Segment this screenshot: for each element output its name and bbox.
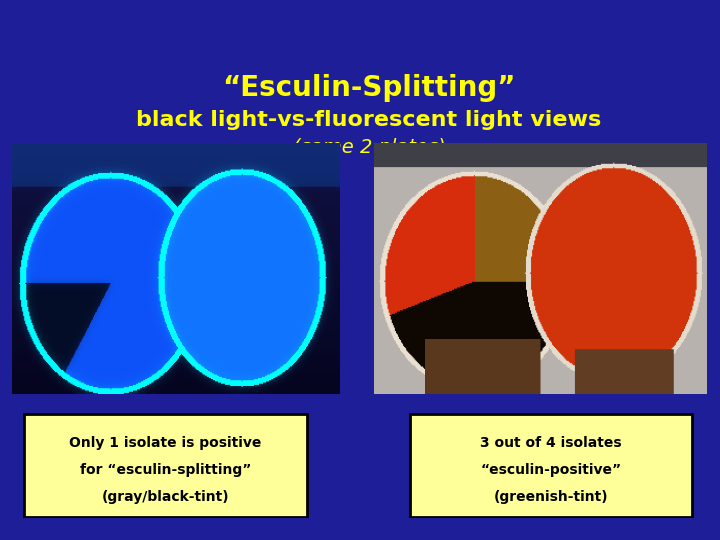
Text: (gray/black-tint): (gray/black-tint)	[102, 490, 230, 504]
Text: “esculin-positive”: “esculin-positive”	[480, 463, 621, 477]
Text: (same 2 plates): (same 2 plates)	[292, 138, 446, 158]
Text: 3 out of 4 isolates: 3 out of 4 isolates	[480, 436, 621, 450]
Text: (greenish-tint): (greenish-tint)	[493, 490, 608, 504]
Text: standard lighting: standard lighting	[414, 166, 575, 184]
Text: black light-vs-fluorescent light views: black light-vs-fluorescent light views	[136, 110, 602, 130]
Text: Only 1 isolate is positive: Only 1 isolate is positive	[69, 436, 262, 450]
FancyBboxPatch shape	[24, 414, 307, 517]
Text: black light: black light	[125, 166, 222, 184]
Text: for “esculin-splitting”: for “esculin-splitting”	[80, 463, 251, 477]
FancyBboxPatch shape	[410, 414, 692, 517]
Text: “Esculin-Splitting”: “Esculin-Splitting”	[222, 73, 516, 102]
